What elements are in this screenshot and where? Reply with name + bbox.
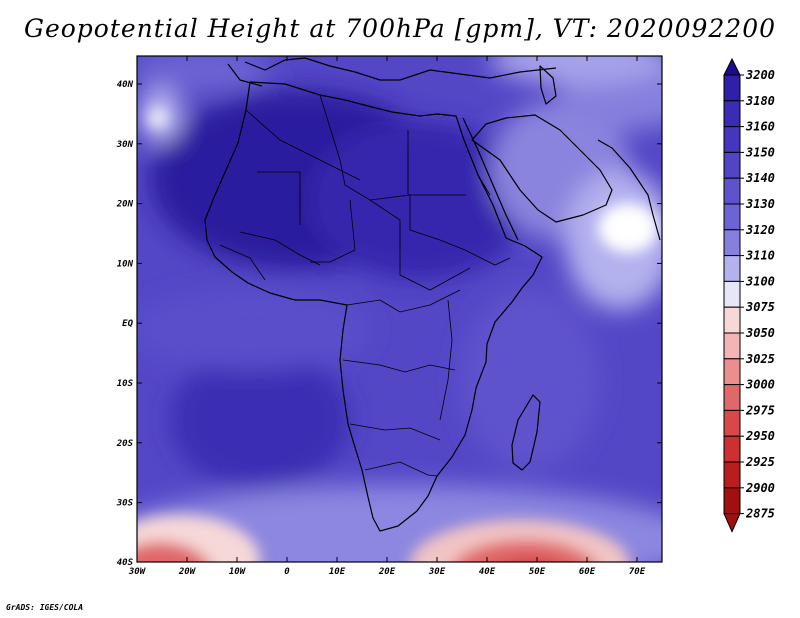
iberia-coastline [227, 63, 263, 87]
colorbar-label: 3075 [745, 300, 775, 314]
colorbar: 3200 3180 3160 3150 3140 3130 3120 3110 3100 3075… [723, 57, 775, 533]
colorbar-label: 2925 [745, 455, 775, 469]
lon-label: 50E [529, 567, 546, 577]
colorbar-swatch [723, 461, 741, 489]
colorbar-swatch [723, 126, 741, 153]
colorbar-swatch [723, 332, 741, 360]
colorbar-label: 3160 [745, 120, 775, 134]
lat-label: 30S [116, 499, 134, 509]
lat-label: 10S [117, 379, 134, 389]
lon-label: 30E [428, 567, 446, 577]
india-coastline [597, 139, 661, 241]
lat-label: 10N [117, 259, 134, 269]
lon-label: 0 [284, 567, 290, 577]
colorbar-label: 3110 [745, 249, 775, 263]
colorbar-label: 3180 [745, 94, 775, 108]
geopotential-height-field [137, 56, 662, 562]
colorbar-label: 3025 [745, 352, 775, 366]
colorbar-swatch [723, 74, 741, 102]
africa-coastline [204, 81, 543, 532]
lat-label: 20N [116, 200, 134, 210]
colorbar-swatch [723, 409, 741, 437]
colorbar-swatch [723, 151, 741, 179]
lon-label: 20E [378, 567, 396, 577]
lon-label: 30W [128, 567, 147, 577]
colorbar-top-arrow [723, 57, 741, 76]
colorbar-label: 3150 [745, 145, 775, 159]
madagascar-coastline [511, 394, 541, 471]
colorbar-label: 3200 [745, 68, 775, 82]
lon-label: 70E [629, 567, 646, 577]
lon-label: 60E [579, 567, 596, 577]
colorbar-label: 2875 [745, 507, 775, 521]
colorbar-swatch [723, 203, 741, 231]
colorbar-bottom-arrow [723, 513, 741, 533]
colorbar-swatch [723, 384, 741, 411]
colorbar-label: 3140 [745, 171, 775, 185]
colorbar-label: 3130 [745, 197, 775, 211]
colorbar-label: 2950 [745, 429, 775, 443]
map-title: Geopotential Height at 700hPa [gpm], VT:… [23, 14, 777, 43]
lat-label: EQ [122, 319, 133, 329]
colorbar-label: 3120 [745, 223, 775, 237]
lat-label: 40S [117, 558, 134, 568]
lon-label: 10W [229, 567, 247, 577]
colorbar-swatch [723, 229, 741, 257]
latitude-axis: 40N 30N 20N 10N EQ 10S 20S 30S 40S [116, 80, 662, 568]
map-frame [136, 55, 663, 563]
lon-label: 10E [329, 567, 346, 577]
colorbar-label: 2975 [745, 403, 775, 417]
europe-coastline [244, 57, 557, 81]
colorbar-label: 2900 [745, 481, 775, 495]
coastlines [204, 57, 661, 532]
colorbar-label: 3050 [745, 326, 775, 340]
caspian-coastline [539, 65, 557, 105]
lon-label: 40E [479, 567, 496, 577]
longitude-axis: 30W 20W 10W 0 10E 20E 30E 40E 50E 60E 70E [128, 56, 646, 577]
colorbar-label: 3100 [745, 274, 775, 288]
lat-label: 40N [117, 80, 134, 90]
colorbar-swatch [723, 280, 741, 308]
arabia-coastline [471, 114, 613, 223]
lat-label: 30N [116, 140, 134, 150]
colorbar-swatch [723, 177, 741, 205]
colorbar-swatch [723, 306, 741, 334]
colorbar-swatch [723, 255, 741, 282]
colorbar-swatch [723, 487, 741, 515]
grads-credit: GrADS: IGES/COLA [6, 603, 84, 612]
colorbar-label: 3000 [745, 378, 775, 392]
lon-label: 20W [178, 567, 197, 577]
country-borders [219, 94, 511, 477]
colorbar-swatch [723, 435, 741, 463]
red-sea-shore [462, 117, 519, 241]
colorbar-swatch [723, 358, 741, 386]
lat-label: 20S [116, 439, 134, 449]
colorbar-swatch [723, 100, 741, 128]
